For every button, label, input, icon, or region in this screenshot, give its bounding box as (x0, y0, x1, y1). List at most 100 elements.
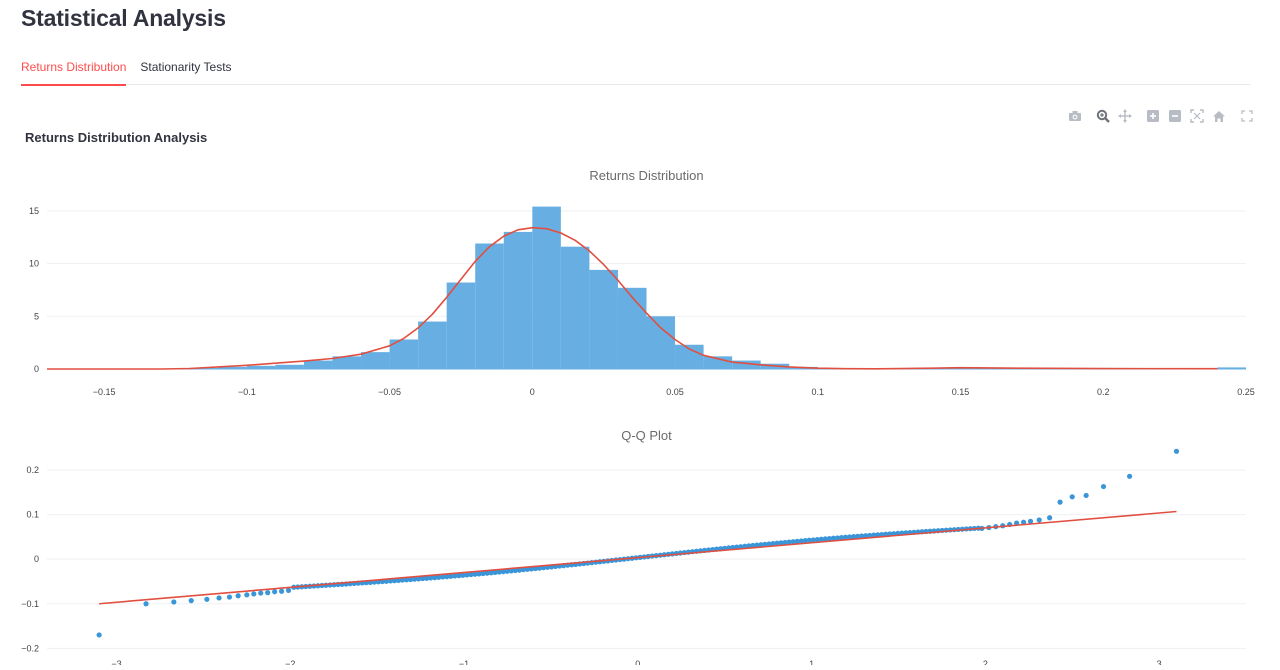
zoom-in-icon[interactable] (1144, 108, 1162, 124)
qq-point (524, 566, 530, 572)
qq-point (188, 598, 194, 604)
hist-bar (389, 339, 419, 369)
hist-bar (246, 365, 276, 369)
qq-point (235, 593, 241, 599)
qq-point (802, 538, 808, 544)
hist-x-tick-label: 0.05 (666, 387, 684, 397)
qq-point (407, 576, 414, 583)
qq-point (750, 542, 756, 549)
qq-x-tick-label: 0 (635, 659, 640, 665)
qq-point (204, 596, 210, 602)
returns-histogram-panel: 0 5 10 15 −0.15 −0.1 −0.05 0 0.05 0.1 0.15 0.2 0.25 R… (29, 168, 1255, 397)
camera-icon[interactable] (1066, 108, 1084, 124)
qq-point (766, 541, 772, 547)
qq-point (754, 542, 760, 548)
qq-point (1069, 494, 1075, 500)
qq-point (826, 535, 832, 542)
hist-bar (503, 231, 533, 369)
qq-y-tick-label: 0.2 (26, 465, 39, 475)
qq-point (265, 590, 271, 596)
qq-point (411, 576, 418, 582)
hist-y-tick-label: 15 (29, 206, 39, 216)
qq-point (814, 536, 820, 543)
qq-point (790, 539, 796, 545)
qq-point (838, 534, 845, 541)
qq-point (1047, 515, 1053, 521)
hist-bar (218, 366, 247, 369)
qq-x-tick-label: 1 (809, 659, 814, 665)
qq-y-tick-label: −0.2 (21, 643, 39, 653)
qq-point (859, 533, 865, 539)
qq-point (226, 594, 233, 600)
qq-point (863, 533, 869, 539)
hist-bar (646, 316, 676, 369)
qq-x-tick-label: 2 (983, 659, 988, 665)
qq-point (452, 573, 458, 579)
hist-y-tick-label: 0 (34, 364, 39, 374)
qq-point (504, 568, 510, 574)
qq-x-tick-label: −3 (111, 659, 121, 665)
hist-x-tick-label: −0.1 (238, 387, 256, 397)
qq-point (875, 532, 881, 538)
qq-point (143, 601, 149, 607)
tab-returns-distribution[interactable]: Returns Distribution (21, 56, 127, 86)
zoom-out-icon[interactable] (1166, 108, 1184, 124)
qq-plot-panel: −0.2 −0.1 0 0.1 0.2 −3 −2 −1 0 1 2 3 Q-Q Plot (21, 428, 1246, 665)
kde-curve (47, 226, 1218, 370)
qq-point (428, 575, 434, 581)
qq-point (1173, 448, 1180, 454)
qq-point (484, 570, 490, 576)
qq-point (468, 571, 474, 578)
qq-point (854, 533, 861, 539)
tab-bar: Returns Distribution Stationarity Tests (21, 56, 1250, 86)
qq-point (786, 539, 792, 545)
qq-point (480, 570, 486, 577)
qq-y-tick-label: −0.1 (21, 599, 39, 609)
qq-point (258, 590, 264, 596)
qq-point (496, 569, 502, 575)
qq-point (403, 577, 410, 583)
hist-title: Returns Distribution (589, 168, 703, 183)
hist-bar (361, 352, 390, 369)
qq-point (171, 599, 177, 605)
qq-point (272, 589, 278, 595)
zoom-icon[interactable] (1094, 108, 1112, 124)
qq-point (444, 574, 450, 580)
tab-stationarity-tests[interactable]: Stationarity Tests (140, 60, 232, 74)
hist-x-tick-label: −0.15 (93, 387, 116, 397)
qq-point (758, 542, 764, 548)
page-title: Statistical Analysis (21, 5, 226, 31)
qq-point (834, 535, 841, 541)
hist-bar (1217, 367, 1246, 369)
hist-bar (560, 246, 590, 369)
qq-point (500, 569, 506, 575)
home-icon[interactable] (1210, 108, 1228, 124)
qq-point (1057, 499, 1063, 505)
qq-title: Q-Q Plot (621, 428, 672, 443)
qq-point (782, 539, 788, 546)
qq-point (770, 540, 776, 547)
autoscale-icon[interactable] (1188, 108, 1206, 124)
hist-bar (589, 269, 618, 369)
qq-point (440, 574, 446, 580)
qq-x-tick-label: −2 (285, 659, 295, 665)
qq-point (516, 567, 522, 573)
qq-point (399, 577, 406, 583)
pan-icon[interactable] (1116, 108, 1134, 124)
hist-y-tick-label: 10 (29, 259, 39, 269)
hist-x-tick-label: 0.2 (1097, 387, 1110, 397)
hist-bar (418, 321, 447, 369)
qq-point (492, 569, 498, 575)
qq-y-tick-label: 0.1 (26, 510, 39, 520)
qq-point (806, 537, 812, 543)
qq-point (1027, 518, 1034, 524)
qq-point (830, 535, 837, 541)
qq-point (1036, 517, 1042, 523)
qq-point (278, 588, 285, 594)
fullscreen-icon[interactable] (1238, 108, 1256, 124)
hist-x-tick-label: 0.25 (1237, 387, 1255, 397)
hist-bar (446, 282, 476, 369)
section-heading: Returns Distribution Analysis (25, 130, 208, 145)
hist-bar (332, 356, 362, 369)
